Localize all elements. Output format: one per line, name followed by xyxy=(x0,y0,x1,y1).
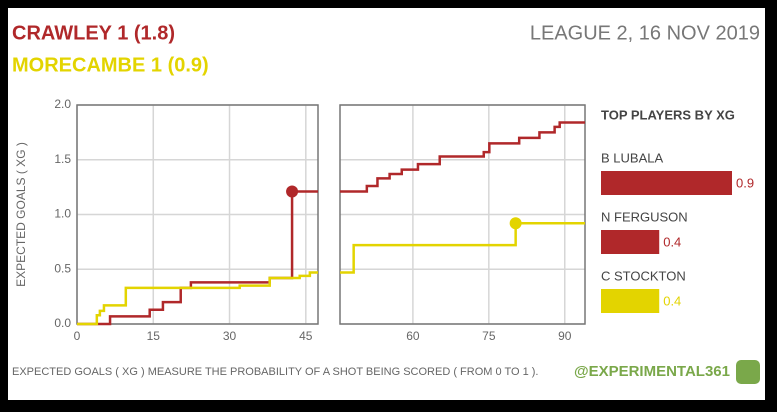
x-tick-label: 15 xyxy=(147,329,161,343)
y-tick-label: 0.5 xyxy=(54,261,71,275)
player-name: B LUBALA xyxy=(601,150,663,165)
y-tick-label: 1.5 xyxy=(54,152,71,166)
value-label: 0.9 xyxy=(736,175,754,190)
logo xyxy=(736,360,760,384)
plot-frame xyxy=(339,104,586,325)
goal-marker xyxy=(509,217,522,230)
away-team: MORECAMBE 1 (0.9) xyxy=(12,54,209,76)
goal-marker xyxy=(286,185,299,198)
xg-line xyxy=(340,121,585,193)
home-team: CRAWLEY 1 (1.8) xyxy=(12,22,175,44)
player-name: N FERGUSON xyxy=(601,209,688,224)
plot-frame xyxy=(76,104,319,325)
value-label: 0.4 xyxy=(663,234,681,249)
x-tick-label: 60 xyxy=(406,329,420,343)
x-tick-label: 30 xyxy=(223,329,237,343)
footnote: EXPECTED GOALS ( XG ) MEASURE THE PROBAB… xyxy=(12,366,539,378)
bar xyxy=(601,171,732,195)
value-label: 0.4 xyxy=(663,293,681,308)
xg-line xyxy=(77,271,318,326)
card xyxy=(8,8,765,400)
x-tick-label: 0 xyxy=(74,329,81,343)
y-tick-label: 1.0 xyxy=(54,207,71,221)
x-tick-label: 90 xyxy=(558,329,572,343)
y-tick-label: 2.0 xyxy=(54,97,71,111)
player-name: C STOCKTON xyxy=(601,268,686,283)
xg-line xyxy=(340,222,585,274)
bar-chart-title: TOP PLAYERS BY XG xyxy=(601,107,735,122)
match-info: LEAGUE 2, 16 NOV 2019 xyxy=(530,22,760,44)
y-axis-title: EXPECTED GOALS ( XG ) xyxy=(14,142,28,287)
credit: @EXPERIMENTAL361 xyxy=(574,363,730,380)
bar xyxy=(601,230,660,254)
bar xyxy=(601,289,660,313)
x-tick-label: 45 xyxy=(299,329,313,343)
y-tick-label: 0.0 xyxy=(54,316,71,330)
x-tick-label: 75 xyxy=(482,329,496,343)
